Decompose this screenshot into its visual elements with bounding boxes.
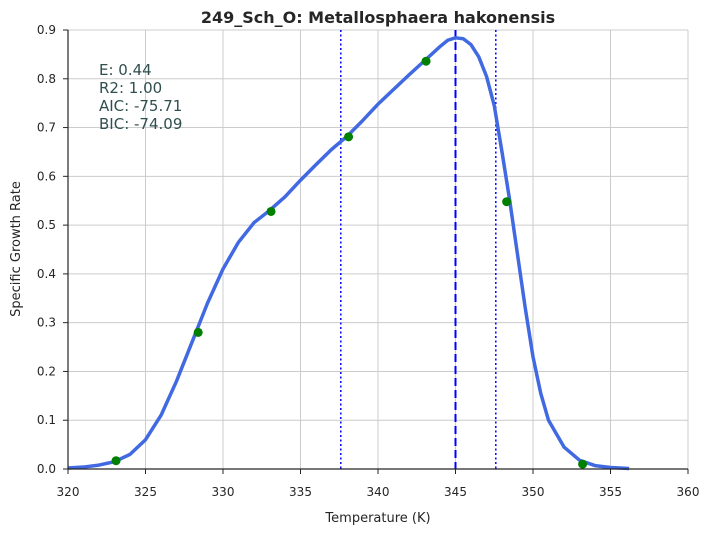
- x-tick-label-1: 325: [134, 485, 157, 499]
- y-axis-label: Specific Growth Rate: [9, 181, 24, 317]
- data-point-2: [266, 206, 276, 216]
- data-point-1: [193, 327, 203, 337]
- data-point-5: [502, 197, 512, 207]
- y-tick-label-5: 0.5: [37, 218, 56, 232]
- y-tick-label-9: 0.9: [37, 23, 56, 37]
- annotation-2: AIC: -75.71: [99, 97, 182, 115]
- x-tick-label-7: 355: [599, 485, 622, 499]
- y-tick-label-8: 0.8: [37, 72, 56, 86]
- data-points-layer: [111, 56, 588, 469]
- x-tick-label-8: 360: [677, 485, 700, 499]
- y-tick-label-6: 0.6: [37, 169, 56, 183]
- x-tick-label-4: 340: [367, 485, 390, 499]
- x-tick-label-5: 345: [444, 485, 467, 499]
- annotation-0: E: 0.44: [99, 61, 152, 79]
- chart-title: 249_Sch_O: Metallosphaera hakonensis: [201, 8, 555, 27]
- data-point-6: [578, 459, 588, 469]
- x-tick-label-3: 335: [289, 485, 312, 499]
- y-tick-label-3: 0.3: [37, 316, 56, 330]
- y-tick-label-0: 0.0: [37, 462, 56, 476]
- fit-curve-layer: [67, 36, 630, 471]
- vertical-lines: [340, 30, 497, 469]
- y-tick-label-1: 0.1: [37, 413, 56, 427]
- y-tick-label-4: 0.4: [37, 267, 56, 281]
- annotation-1: R2: 1.00: [99, 79, 162, 97]
- y-tick-label-2: 0.2: [37, 364, 56, 378]
- x-tick-label-2: 330: [212, 485, 235, 499]
- axes: 320 325 330 335 340 345 350 355 360 0.0 0.1 0.2 0.3 0…: [37, 23, 700, 499]
- x-tick-label-0: 320: [57, 485, 80, 499]
- annotation-3: BIC: -74.09: [99, 115, 182, 133]
- fit-curve: [67, 36, 630, 471]
- data-point-4: [421, 56, 431, 66]
- x-axis-label: Temperature (K): [324, 511, 430, 526]
- y-tick-label-7: 0.7: [37, 121, 56, 135]
- data-point-3: [344, 132, 354, 142]
- data-point-0: [111, 456, 121, 466]
- x-tick-label-6: 350: [522, 485, 545, 499]
